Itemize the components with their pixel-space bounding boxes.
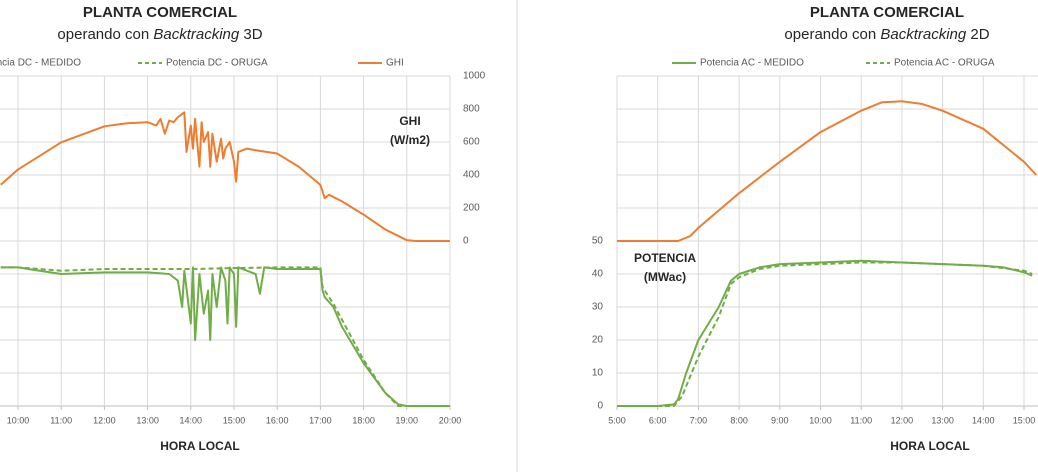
x-tick-label: 16:00 <box>266 415 289 425</box>
subtitle-part: 2D <box>966 26 990 43</box>
x-tick-label: 20:00 <box>439 415 462 425</box>
x-tick-label: 5:00 <box>608 415 626 425</box>
x-tick-label: 12:00 <box>93 415 116 425</box>
x-tick-label: 6:00 <box>649 415 667 425</box>
series-line <box>0 266 450 407</box>
subtitle-part: operando con <box>784 26 880 43</box>
y-tick-label: 10 <box>592 368 604 379</box>
subtitle-part: Backtracking <box>880 26 967 43</box>
legend-label: Potencia AC - MEDIDO <box>700 58 804 69</box>
x-tick-label: 11:00 <box>850 415 872 425</box>
x-tick-label: 10:00 <box>7 415 30 425</box>
y-axis-label: POTENCIA <box>634 251 696 265</box>
y2-axis-label: GHI <box>399 114 420 128</box>
y2-tick-label: 600 <box>463 137 480 148</box>
subtitle-part: Backtracking <box>153 26 240 43</box>
legend-label: GHI <box>386 58 404 69</box>
chart-title: PLANTA COMERCIAL <box>810 4 964 21</box>
x-tick-label: 19:00 <box>396 415 419 425</box>
y2-tick-label: 0 <box>463 236 469 247</box>
y2-tick-label: 1000 <box>463 71 486 82</box>
series-line <box>0 111 450 242</box>
x-tick-label: 14:00 <box>180 415 203 425</box>
series-line <box>617 261 1033 407</box>
y-tick-label: 40 <box>592 269 604 280</box>
x-tick-label: 15:00 <box>1013 415 1036 425</box>
y2-tick-label: 200 <box>463 203 480 214</box>
y-tick-label: 50 <box>592 236 604 247</box>
x-tick-label: 17:00 <box>309 415 332 425</box>
x-tick-label: 12:00 <box>891 415 914 425</box>
legend-label: Potencia AC - ORUGA <box>894 58 995 69</box>
y2-tick-label: 400 <box>463 170 480 181</box>
y-tick-label: 0 <box>597 401 603 412</box>
x-tick-label: 9:00 <box>771 415 789 425</box>
chart-subtitle: operando con Backtracking 2D <box>784 26 989 43</box>
subtitle-part: operando con <box>57 26 153 43</box>
x-tick-label: 15:00 <box>223 415 246 425</box>
x-tick-label: 14:00 <box>972 415 995 425</box>
x-axis-label: HORA LOCAL <box>160 439 240 453</box>
legend-label: Potencia DC - MEDIDO <box>0 58 81 69</box>
y2-tick-label: 800 <box>463 104 480 115</box>
y-tick-label: 30 <box>592 302 604 313</box>
y2-axis-label: (W/m2) <box>390 133 430 147</box>
x-tick-label: 13:00 <box>931 415 954 425</box>
x-tick-label: 10:00 <box>809 415 832 425</box>
chart-subtitle: operando con Backtracking 3D <box>57 26 262 43</box>
legend-label: Potencia DC - ORUGA <box>166 58 268 69</box>
x-tick-label: 7:00 <box>690 415 708 425</box>
chart-title: PLANTA COMERCIAL <box>83 4 237 21</box>
subtitle-part: 3D <box>239 26 263 43</box>
x-tick-label: 8:00 <box>730 415 748 425</box>
y-tick-label: 20 <box>592 335 604 346</box>
x-tick-label: 18:00 <box>352 415 375 425</box>
series-line <box>0 266 450 407</box>
x-tick-label: 13:00 <box>136 415 159 425</box>
y-axis-label: (MWac) <box>644 270 686 284</box>
x-tick-label: 11:00 <box>50 415 72 425</box>
series-line <box>617 100 1037 242</box>
x-axis-label: HORA LOCAL <box>890 439 970 453</box>
